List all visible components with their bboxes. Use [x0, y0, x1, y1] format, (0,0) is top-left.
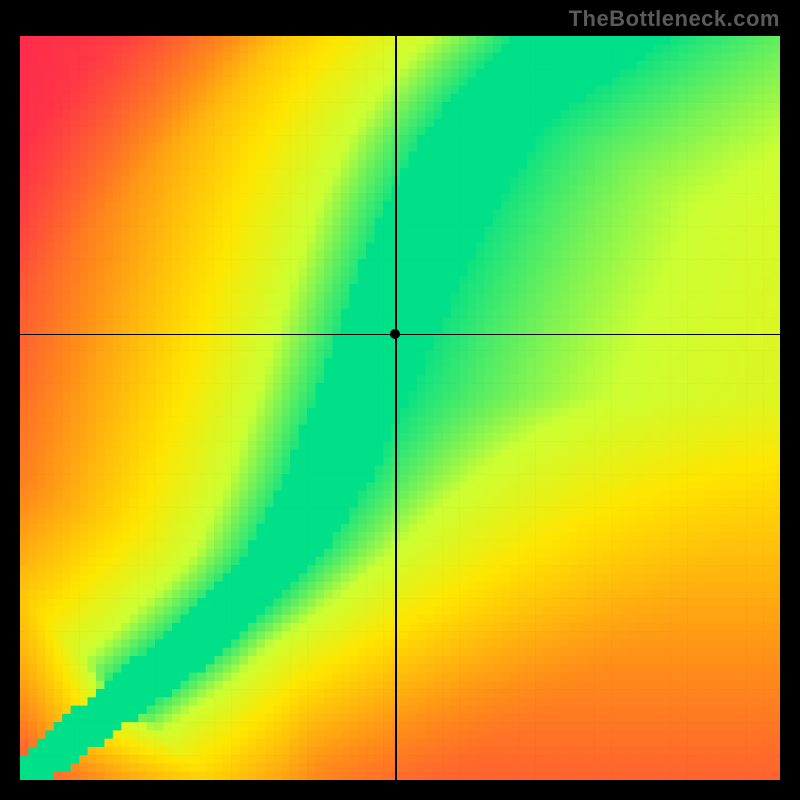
marker-dot — [390, 329, 400, 339]
crosshair-vertical — [395, 36, 396, 780]
heatmap-canvas — [20, 36, 780, 780]
heatmap-plot — [20, 36, 780, 780]
watermark-text: TheBottleneck.com — [569, 6, 780, 32]
